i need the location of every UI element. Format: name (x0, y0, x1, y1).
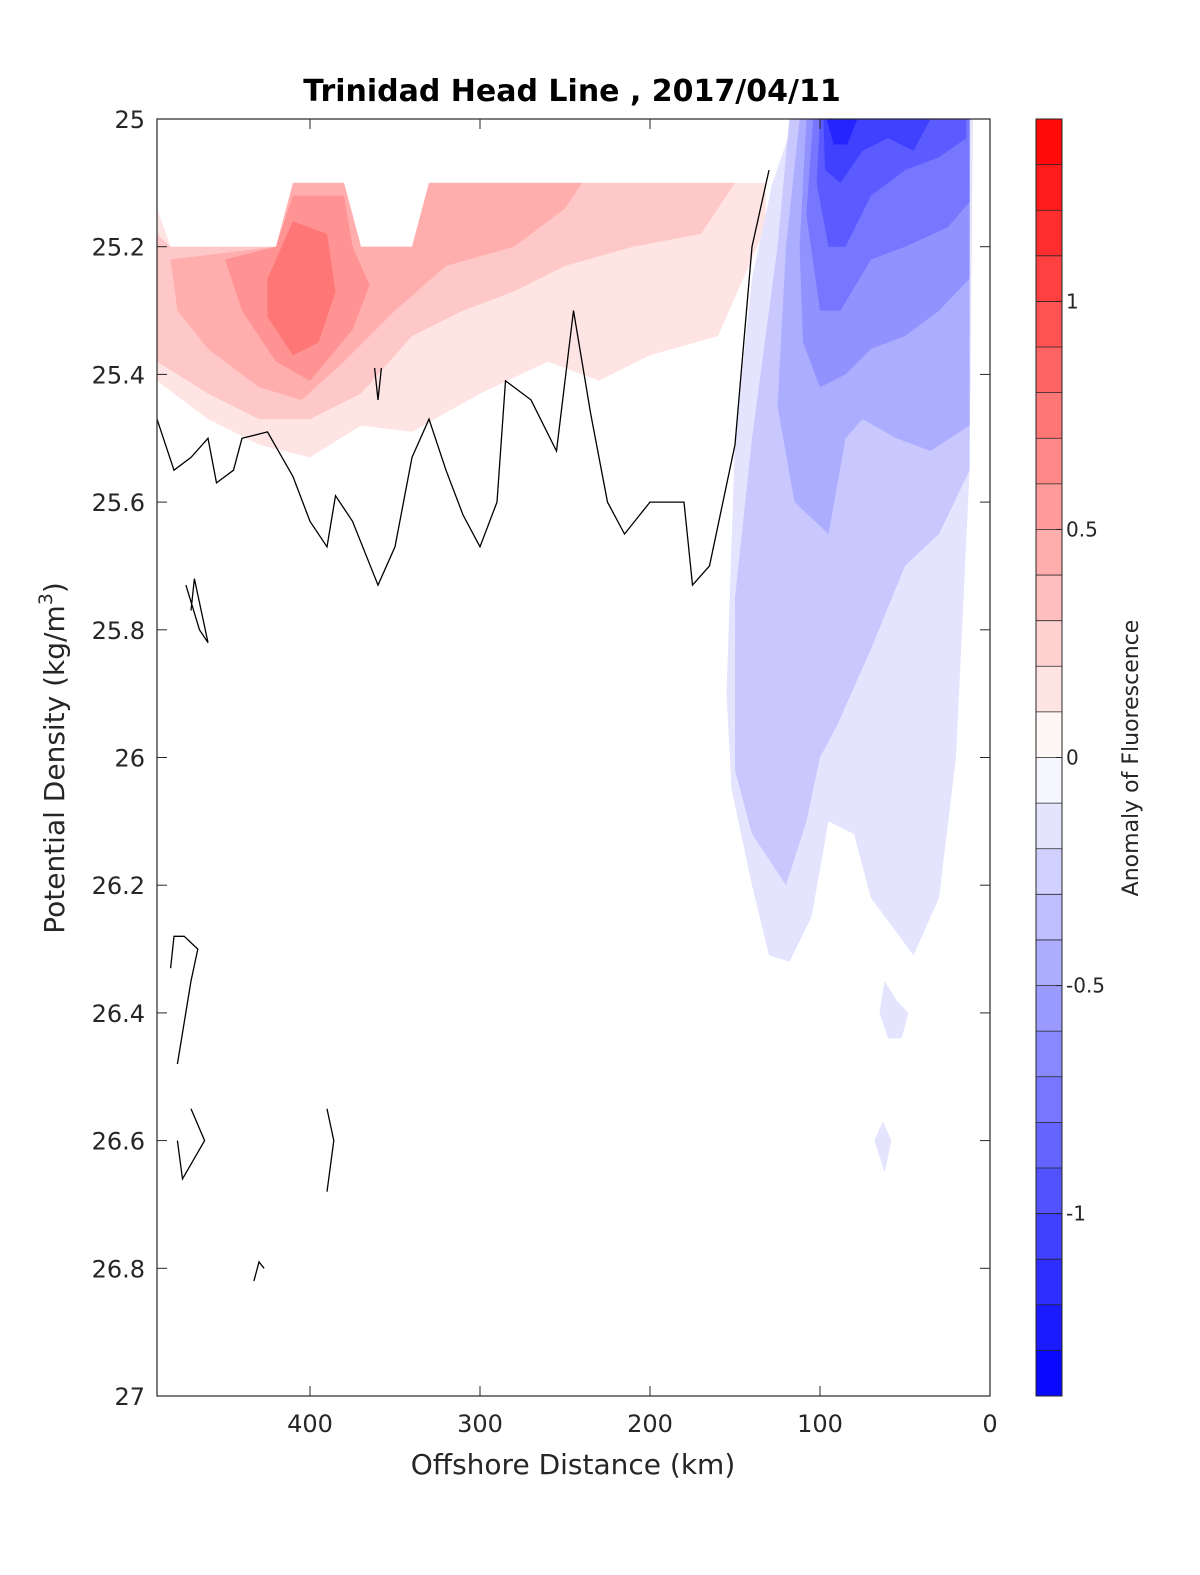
negative-anomaly-band (874, 1121, 892, 1173)
colorbar-band (1036, 575, 1062, 622)
colorbar-tick-label: 0 (1066, 746, 1079, 770)
zero-contour-line (253, 1260, 265, 1282)
colorbar-band (1036, 164, 1062, 211)
contour-fills (157, 119, 973, 1173)
y-tick-label: 26 (114, 745, 145, 773)
colorbar-band (1036, 757, 1062, 804)
colorbar-band (1036, 1122, 1062, 1169)
colorbar-band (1036, 392, 1062, 439)
colorbar-band (1036, 939, 1062, 987)
colorbar-band (1036, 620, 1062, 667)
negative-anomaly-band (826, 119, 858, 145)
y-tick-label: 25.4 (92, 361, 145, 389)
colorbar-band (1036, 1213, 1062, 1260)
y-tick-label: 25.6 (92, 489, 145, 517)
x-axis-ticks: 400 300 200 100 0 (287, 119, 998, 1438)
zero-contour-line (373, 367, 383, 400)
y-axis-label-suffix: ) (38, 582, 71, 593)
y-tick-label: 27 (114, 1383, 145, 1411)
colorbar-band (1036, 666, 1062, 713)
colorbar-bands (1036, 118, 1062, 1397)
colorbar-band (1036, 1031, 1062, 1078)
x-tick-label: 200 (627, 1410, 673, 1438)
y-axis-ticks: 25 25.2 25.4 25.6 25.8 26 26.2 26.4 26.6 26.8 27 (92, 106, 990, 1411)
colorbar-band (1036, 438, 1062, 485)
chart-title: Trinidad Head Line , 2017/04/11 (303, 74, 840, 109)
y-tick-label: 26.4 (92, 1000, 145, 1028)
negative-anomaly-band (879, 981, 909, 1039)
colorbar-band (1036, 803, 1062, 850)
y-tick-label: 25.8 (92, 617, 145, 645)
contour-lines (156, 169, 770, 1282)
zero-contour-line (185, 578, 209, 643)
y-axis-label-superscript: 3 (35, 593, 57, 605)
colorbar-band (1036, 711, 1062, 758)
x-tick-label: 300 (457, 1410, 503, 1438)
y-axis-label-main: Potential Density (kg/m (38, 605, 71, 934)
colorbar-ticks: 1 0.5 0 -0.5 -1 (1056, 289, 1105, 1226)
colorbar-label: Anomaly of Fluorescence (1119, 620, 1144, 897)
colorbar-band (1036, 119, 1062, 166)
zero-contour-line (156, 169, 770, 587)
y-tick-label: 26.2 (92, 872, 145, 900)
colorbar-tick-label: 1 (1066, 289, 1079, 313)
colorbar-band (1036, 985, 1062, 1032)
colorbar-band (1036, 1076, 1062, 1123)
colorbar-band (1036, 210, 1062, 257)
colorbar: 1 0.5 0 -0.5 -1 (1035, 118, 1105, 1397)
colorbar-band (1036, 848, 1062, 895)
colorbar-band (1036, 529, 1062, 576)
x-tick-label: 400 (287, 1410, 333, 1438)
colorbar-band (1036, 483, 1062, 530)
y-axis-label: Potential Density (kg/m3) (35, 582, 71, 934)
colorbar-band (1036, 255, 1062, 302)
colorbar-band (1036, 1350, 1062, 1397)
colorbar-band (1036, 347, 1062, 394)
x-tick-label: 0 (982, 1410, 997, 1438)
colorbar-band (1036, 894, 1062, 941)
colorbar-band (1036, 1167, 1062, 1215)
y-tick-label: 25 (114, 106, 145, 134)
zero-contour-line (326, 1108, 335, 1192)
positive-anomaly-band (267, 221, 336, 356)
y-tick-label: 26.8 (92, 1255, 145, 1283)
colorbar-band (1036, 1259, 1062, 1306)
colorbar-tick-label: 0.5 (1066, 517, 1098, 541)
zero-contour-line (169, 935, 199, 1065)
zero-contour-line (176, 1108, 206, 1181)
y-tick-label: 26.6 (92, 1128, 145, 1156)
plot-area: 400 300 200 100 0 25 25.2 25.4 25.6 25.8 26 26.2 26… (92, 106, 998, 1438)
colorbar-band (1036, 301, 1062, 348)
colorbar-band (1036, 1304, 1062, 1351)
colorbar-tick-label: -0.5 (1066, 974, 1105, 998)
y-tick-label: 25.2 (92, 234, 145, 262)
x-axis-label: Offshore Distance (km) (411, 1448, 736, 1481)
colorbar-tick-label: -1 (1066, 1202, 1086, 1226)
x-tick-label: 100 (797, 1410, 843, 1438)
